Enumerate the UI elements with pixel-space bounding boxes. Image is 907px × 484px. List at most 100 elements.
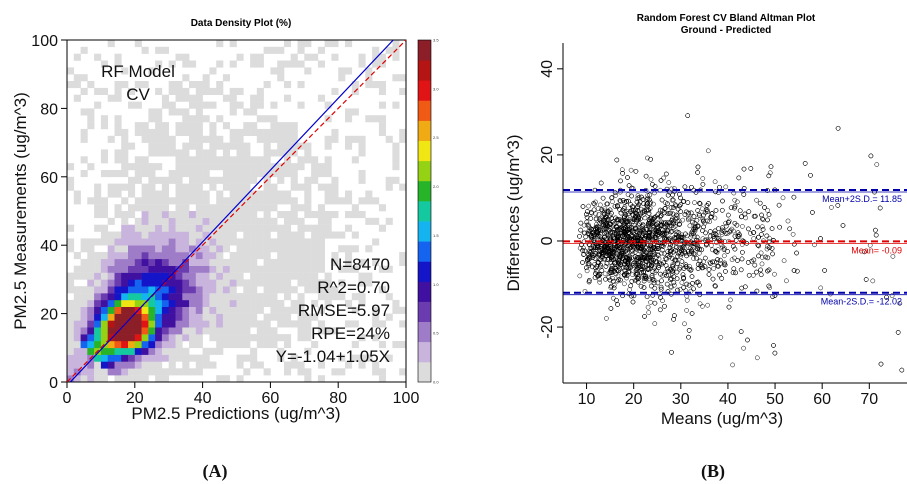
scatter-point bbox=[682, 321, 687, 327]
density-cell bbox=[250, 252, 258, 260]
scatter-point bbox=[620, 249, 626, 254]
scatter-point bbox=[639, 246, 645, 252]
density-cell bbox=[236, 272, 244, 280]
density-cell bbox=[331, 183, 339, 191]
density-cell bbox=[250, 163, 258, 171]
scatter-point bbox=[603, 276, 608, 282]
colorbar-swatch bbox=[418, 241, 431, 262]
density-cell bbox=[189, 238, 197, 246]
density-cell bbox=[195, 293, 203, 301]
density-cell bbox=[351, 354, 359, 362]
density-cell bbox=[243, 313, 251, 321]
scatter-point bbox=[760, 216, 765, 222]
scatter-point bbox=[637, 221, 642, 227]
stat-r2: R^2=0.70 bbox=[317, 278, 390, 297]
density-cell bbox=[175, 217, 183, 225]
density-cell bbox=[290, 361, 298, 369]
density-cell bbox=[338, 354, 346, 362]
scatter-point bbox=[588, 233, 594, 239]
density-cell bbox=[121, 142, 129, 150]
density-cell bbox=[94, 375, 102, 383]
density-cell bbox=[311, 258, 319, 266]
scatter-point bbox=[706, 272, 712, 277]
scatter-point bbox=[726, 218, 732, 224]
y-tick-label: 20 bbox=[40, 307, 58, 324]
density-cell bbox=[256, 128, 264, 136]
scatter-point bbox=[750, 272, 756, 278]
density-cell bbox=[107, 320, 115, 328]
scatter-point bbox=[629, 278, 635, 284]
density-cell bbox=[168, 101, 176, 109]
density-cell bbox=[155, 142, 163, 150]
density-cell bbox=[331, 87, 339, 95]
density-cell bbox=[392, 149, 400, 157]
density-cell bbox=[222, 231, 230, 239]
density-cell bbox=[128, 265, 136, 273]
density-cell bbox=[209, 306, 217, 314]
density-cell bbox=[182, 122, 190, 130]
scatter-point bbox=[610, 251, 615, 257]
density-cell bbox=[195, 258, 203, 266]
density-cell bbox=[277, 354, 285, 362]
y-tick-label: 20 bbox=[539, 146, 556, 164]
density-cell bbox=[317, 204, 325, 212]
density-cell bbox=[365, 354, 373, 362]
scatter-point bbox=[720, 244, 725, 250]
scatter-point bbox=[729, 257, 735, 263]
density-cell bbox=[189, 211, 197, 219]
density-cell bbox=[284, 272, 292, 280]
density-cell bbox=[107, 245, 115, 253]
density-cell bbox=[195, 265, 203, 273]
density-cell bbox=[73, 306, 81, 314]
scatter-point bbox=[667, 252, 673, 257]
density-cell bbox=[311, 286, 319, 294]
density-cell bbox=[202, 252, 210, 260]
scatter-point bbox=[695, 244, 701, 250]
density-cell bbox=[385, 183, 393, 191]
scatter-point bbox=[596, 224, 602, 230]
density-cell bbox=[222, 170, 230, 178]
scatter-point bbox=[740, 249, 745, 255]
density-cell bbox=[216, 306, 224, 314]
scatter-point bbox=[665, 201, 670, 206]
scatter-point bbox=[648, 156, 653, 162]
density-cell bbox=[87, 258, 95, 266]
density-cell bbox=[114, 156, 122, 164]
density-cell bbox=[385, 313, 393, 321]
density-cell bbox=[195, 231, 203, 239]
density-cell bbox=[155, 190, 163, 198]
density-cell bbox=[100, 170, 108, 178]
scatter-point bbox=[619, 167, 625, 173]
density-cell bbox=[161, 183, 169, 191]
density-cell bbox=[202, 101, 210, 109]
density-cell bbox=[94, 361, 102, 369]
scatter-point bbox=[595, 230, 600, 236]
scatter-point bbox=[668, 248, 674, 254]
density-cell bbox=[141, 334, 149, 342]
density-cell bbox=[168, 211, 176, 219]
scatter-point bbox=[634, 270, 640, 276]
scatter-point bbox=[686, 282, 692, 288]
density-cell bbox=[128, 176, 136, 184]
density-cell bbox=[114, 128, 122, 136]
colorbar-swatch bbox=[418, 361, 431, 383]
scatter-point bbox=[608, 283, 614, 289]
density-cell bbox=[263, 238, 271, 246]
scatter-point bbox=[768, 164, 774, 170]
scatter-point bbox=[639, 270, 644, 275]
density-cell bbox=[378, 87, 386, 95]
density-cell bbox=[399, 87, 407, 95]
density-cell bbox=[297, 204, 305, 212]
scatter-point bbox=[605, 257, 611, 263]
scatter-point bbox=[748, 231, 753, 236]
scatter-point bbox=[691, 226, 697, 232]
scatter-point bbox=[835, 125, 841, 131]
scatter-point bbox=[628, 167, 634, 173]
density-cell bbox=[121, 265, 129, 273]
scatter-point bbox=[687, 223, 693, 229]
density-cell bbox=[182, 347, 190, 355]
scatter-point bbox=[672, 223, 678, 229]
density-cell bbox=[270, 245, 278, 253]
scatter-point bbox=[668, 229, 674, 235]
